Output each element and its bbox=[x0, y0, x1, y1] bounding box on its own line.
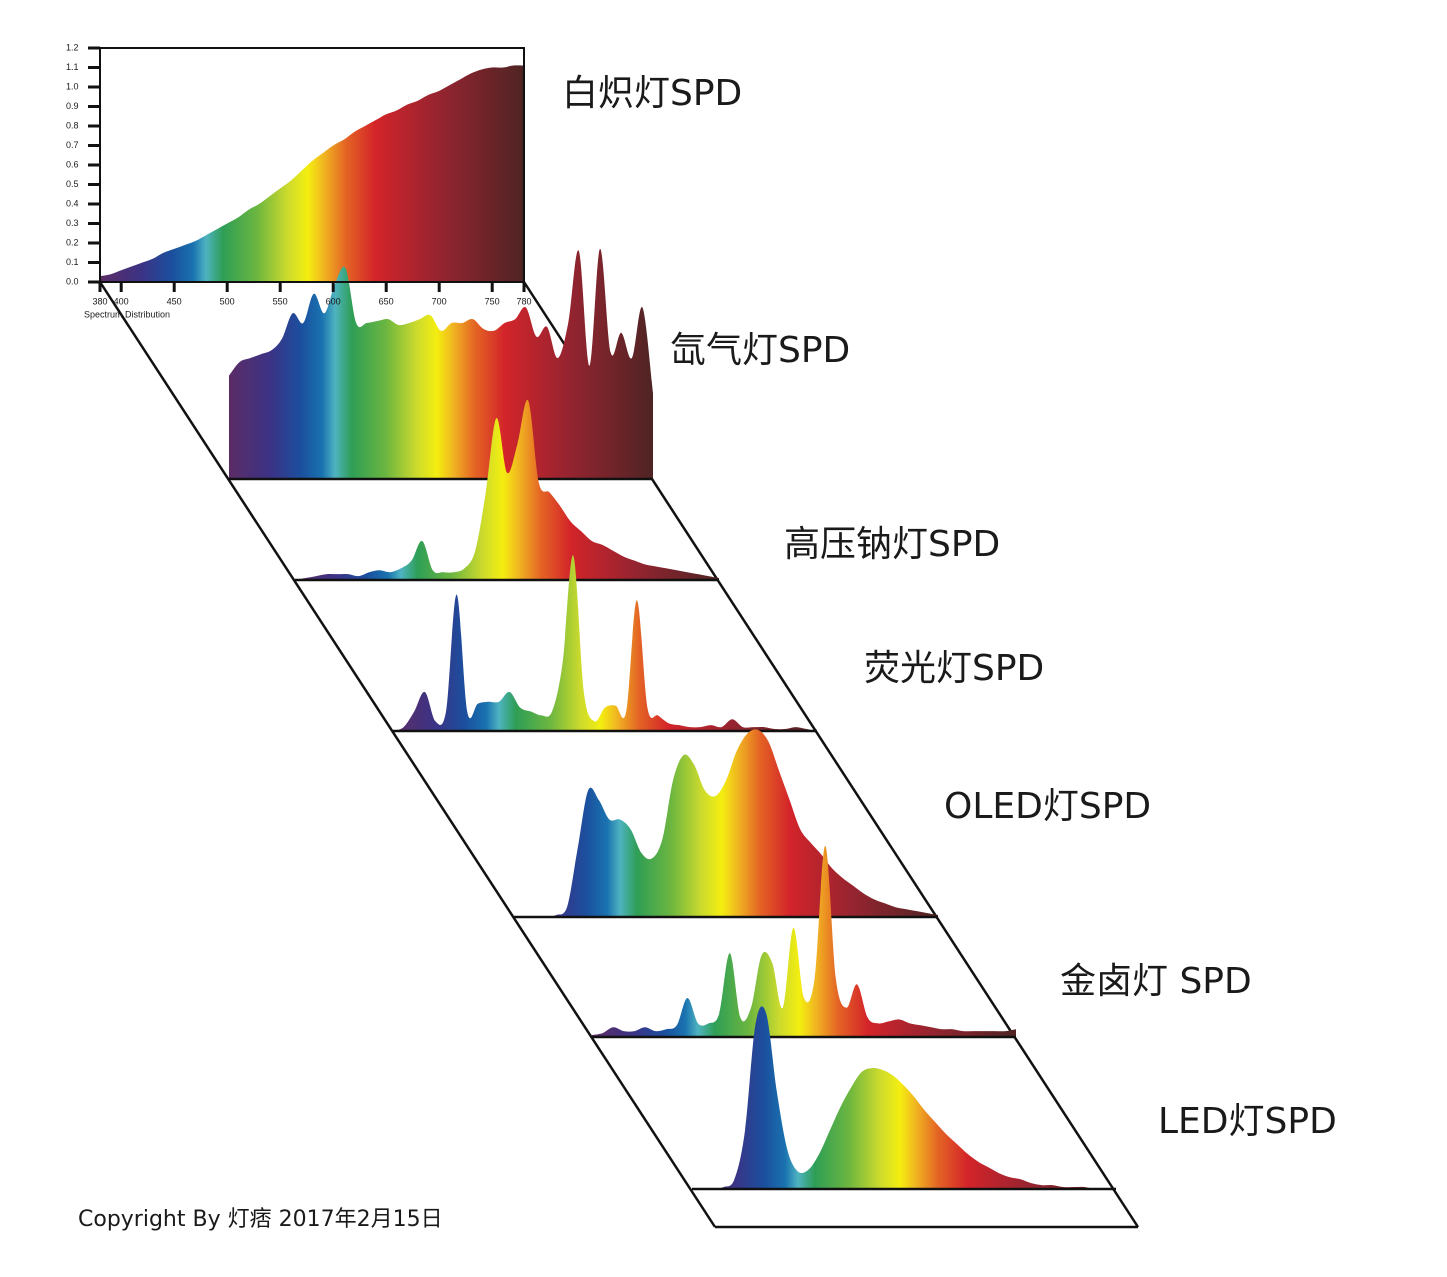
y-tick-label: 1.1 bbox=[66, 62, 79, 72]
x-tick-label: 500 bbox=[220, 296, 235, 306]
x-tick-label: 650 bbox=[379, 296, 394, 306]
x-tick-label: 750 bbox=[485, 296, 500, 306]
series-title: 金卤灯 SPD bbox=[1060, 961, 1252, 1002]
spectrum-area bbox=[229, 248, 653, 479]
y-tick-label: 0.2 bbox=[66, 237, 79, 247]
spectrum-area bbox=[514, 729, 938, 917]
x-tick-label: 550 bbox=[273, 296, 288, 306]
series-title: 荧光灯SPD bbox=[864, 648, 1044, 689]
spectrum-area bbox=[100, 65, 524, 283]
x-tick-label: 380 bbox=[92, 296, 107, 306]
series-title: LED灯SPD bbox=[1158, 1101, 1337, 1142]
x-tick-label: 450 bbox=[167, 296, 182, 306]
y-tick-label: 0.0 bbox=[66, 276, 79, 286]
series-title: 高压钠灯SPD bbox=[784, 524, 1000, 565]
y-tick-label: 1.2 bbox=[66, 42, 79, 52]
y-tick-label: 0.8 bbox=[66, 120, 79, 130]
spectrum-area bbox=[692, 1006, 1116, 1189]
y-tick-label: 1.0 bbox=[66, 81, 79, 91]
series-title: OLED灯SPD bbox=[944, 786, 1151, 827]
spectrum-area bbox=[393, 555, 817, 731]
y-tick-label: 0.1 bbox=[66, 257, 79, 267]
y-tick-label: 0.4 bbox=[66, 198, 79, 208]
x-tick-label: 780 bbox=[516, 296, 531, 306]
x-axis-label: Spectrum Distribution bbox=[84, 309, 170, 319]
spectrum-area bbox=[592, 845, 1016, 1037]
x-tick-label: 700 bbox=[432, 296, 447, 306]
y-tick-label: 0.6 bbox=[66, 159, 79, 169]
y-tick-label: 0.7 bbox=[66, 140, 79, 150]
series-title: 白炽灯SPD bbox=[562, 73, 742, 114]
spectrum-area bbox=[295, 399, 719, 580]
x-tick-label: 600 bbox=[326, 296, 341, 306]
copyright: Copyright By 灯痞 2017年2月15日 bbox=[78, 1207, 443, 1232]
series-title: 氙气灯SPD bbox=[670, 330, 850, 371]
y-tick-label: 0.9 bbox=[66, 101, 79, 111]
y-tick-label: 0.5 bbox=[66, 179, 79, 189]
y-tick-label: 0.3 bbox=[66, 218, 79, 228]
x-tick-label: 400 bbox=[114, 296, 129, 306]
